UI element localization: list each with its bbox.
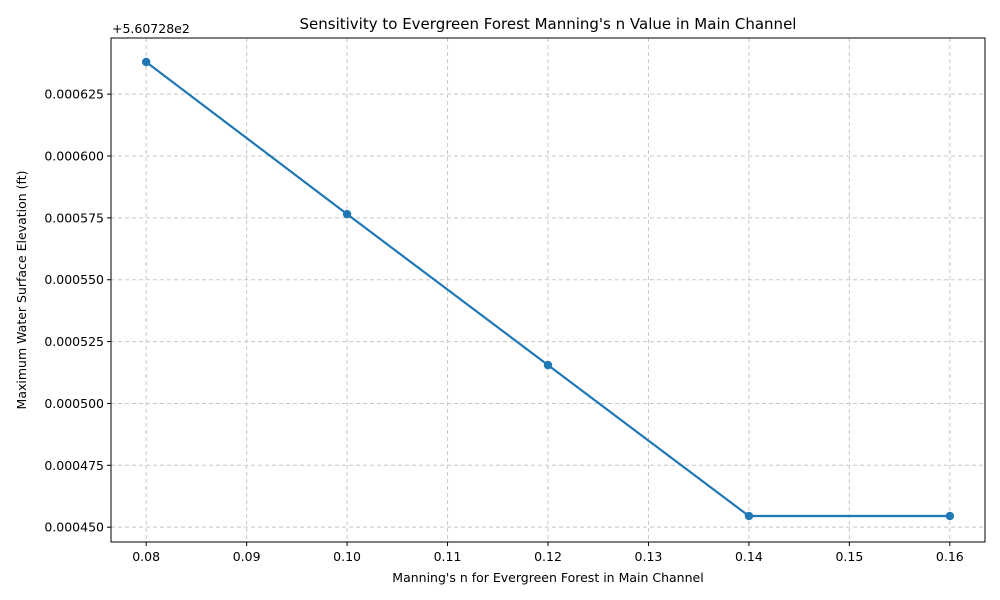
y-tick-label: 0.000525 (44, 334, 104, 349)
data-point (543, 360, 553, 370)
data-point (342, 209, 352, 219)
x-tick-label: 0.10 (333, 549, 361, 564)
y-tick-label: 0.000550 (44, 272, 104, 287)
x-tick-label: 0.15 (835, 549, 863, 564)
x-tick-label: 0.09 (233, 549, 261, 564)
data-point (141, 57, 151, 67)
x-tick-label: 0.12 (534, 549, 562, 564)
y-tick-label: 0.000600 (44, 149, 104, 164)
grid (111, 38, 985, 542)
chart-title: Sensitivity to Evergreen Forest Manning'… (300, 15, 797, 33)
y-axis-title: Maximum Water Surface Elevation (ft) (14, 171, 29, 410)
series (141, 57, 955, 521)
data-point (945, 511, 955, 521)
ticks: 0.08 0.09 0.10 0.11 0.12 0.13 0.14 0.15 0.16 0.00… (44, 87, 963, 564)
x-axis-title: Manning's n for Evergreen Forest in Main… (392, 570, 703, 585)
x-tick-label: 0.08 (132, 549, 160, 564)
data-point (744, 511, 754, 521)
x-tick-label: 0.14 (735, 549, 763, 564)
x-tick-label: 0.13 (635, 549, 663, 564)
y-tick-label: 0.000575 (44, 210, 104, 225)
y-tick-label: 0.000450 (44, 520, 104, 535)
x-tick-label: 0.16 (936, 549, 964, 564)
y-offset-label: +5.60728e2 (112, 21, 190, 36)
y-tick-label: 0.000625 (44, 87, 104, 102)
y-tick-label: 0.000475 (44, 458, 104, 473)
x-tick-label: 0.11 (434, 549, 462, 564)
y-tick-label: 0.000500 (44, 396, 104, 411)
